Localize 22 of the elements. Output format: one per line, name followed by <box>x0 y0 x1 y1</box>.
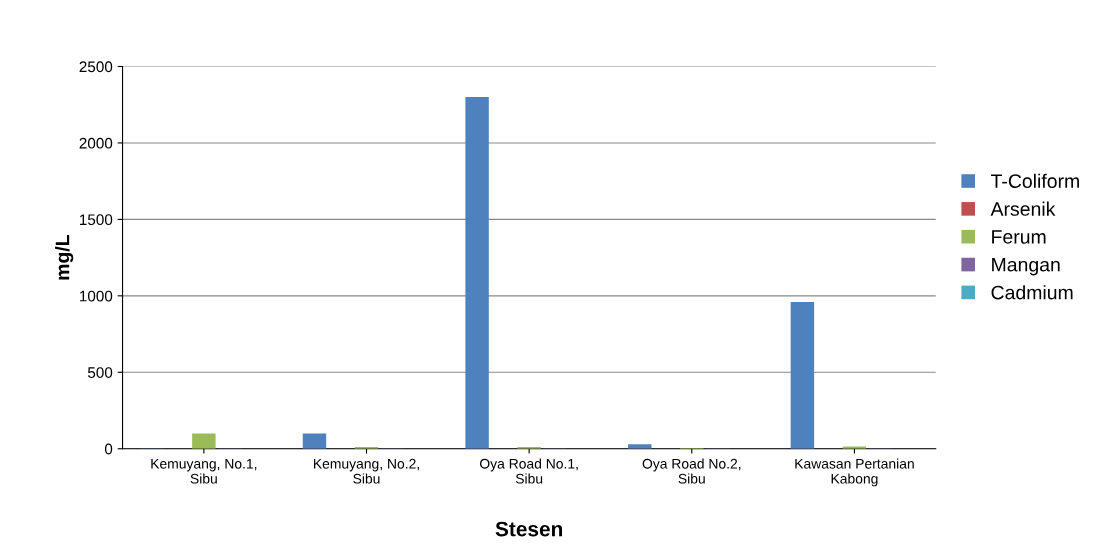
bar <box>790 301 815 449</box>
y-tick-label: 2500 <box>79 61 113 73</box>
y-axis-title: mg/L <box>55 234 74 280</box>
y-tick-label: 500 <box>87 367 113 378</box>
y-tick-label: 2000 <box>79 137 113 149</box>
y-tick-label: 1000 <box>80 290 113 302</box>
legend-label: Cadmium <box>991 285 1073 300</box>
x-tick-label: Kemuyang, No.2, Sibu <box>313 458 419 484</box>
legend-label: Mangan <box>992 258 1060 276</box>
x-tick-label: Oya Road No.1, Sibu <box>480 458 578 484</box>
x-axis-title: Stesen <box>495 521 563 537</box>
legend-label: Arsenik <box>990 201 1056 216</box>
y-tick-label: 1500 <box>80 214 113 226</box>
x-tick-label: Kawasan Pertanian Kabong <box>795 458 914 487</box>
x-tick-label: Oya Road No.2, Sibu <box>642 458 741 484</box>
bar <box>302 433 327 449</box>
y-tick-label: 0 <box>104 443 113 455</box>
bar <box>192 433 216 449</box>
legend-label: Ferum <box>992 230 1046 244</box>
bar <box>465 97 489 449</box>
legend-label: T-Coliform <box>991 173 1079 189</box>
x-tick-label: Kemuyang, No.1, Sibu <box>151 458 257 484</box>
